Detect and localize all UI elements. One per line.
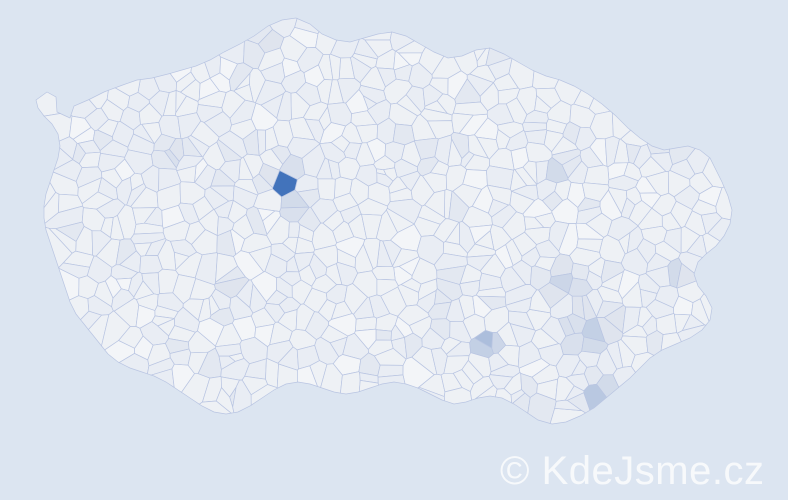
map-region[interactable] [176, 91, 187, 113]
map-region[interactable] [571, 263, 589, 280]
map-region[interactable] [384, 168, 398, 181]
map-region[interactable] [376, 330, 391, 341]
map-region[interactable] [233, 380, 252, 413]
map-region[interactable] [326, 264, 342, 285]
map-region[interactable] [220, 160, 241, 183]
map-region[interactable] [395, 317, 413, 338]
map-region[interactable] [351, 57, 372, 83]
map-region[interactable] [119, 353, 149, 373]
map-region[interactable] [318, 179, 335, 200]
map-region[interactable] [661, 333, 681, 351]
map-region[interactable] [340, 372, 360, 394]
map-region[interactable] [584, 165, 609, 185]
map-region[interactable] [512, 185, 539, 200]
map-region[interactable] [475, 231, 494, 250]
map-region[interactable] [646, 266, 670, 287]
map-region[interactable] [584, 384, 607, 410]
map-region[interactable] [544, 130, 563, 151]
region-layer[interactable] [36, 18, 732, 424]
map-region[interactable] [378, 375, 405, 385]
map-region[interactable] [49, 228, 76, 253]
map-region[interactable] [94, 281, 113, 307]
map-region[interactable] [453, 102, 487, 115]
map-region[interactable] [328, 80, 343, 105]
map-region[interactable] [78, 178, 102, 204]
map-region[interactable] [199, 401, 231, 414]
map-region[interactable] [530, 290, 551, 313]
map-region[interactable] [243, 130, 259, 156]
map-region[interactable] [679, 252, 703, 273]
map-region[interactable] [321, 364, 343, 393]
map-region[interactable] [444, 388, 471, 404]
map-region[interactable] [351, 111, 377, 127]
map-region[interactable] [524, 217, 544, 230]
map-region[interactable] [638, 307, 653, 327]
map-region[interactable] [578, 198, 600, 212]
map-region[interactable] [235, 73, 250, 90]
map-region[interactable] [393, 124, 415, 145]
map-region[interactable] [703, 233, 720, 253]
map-region[interactable] [289, 222, 300, 238]
map-region[interactable] [613, 366, 636, 387]
map-region[interactable] [664, 228, 681, 254]
map-region[interactable] [425, 190, 445, 217]
map-region[interactable] [297, 366, 317, 387]
map-region[interactable] [102, 169, 123, 189]
map-region[interactable] [555, 400, 582, 411]
map-region[interactable] [418, 387, 445, 401]
map-region[interactable] [69, 296, 88, 320]
map-region[interactable] [172, 364, 195, 392]
